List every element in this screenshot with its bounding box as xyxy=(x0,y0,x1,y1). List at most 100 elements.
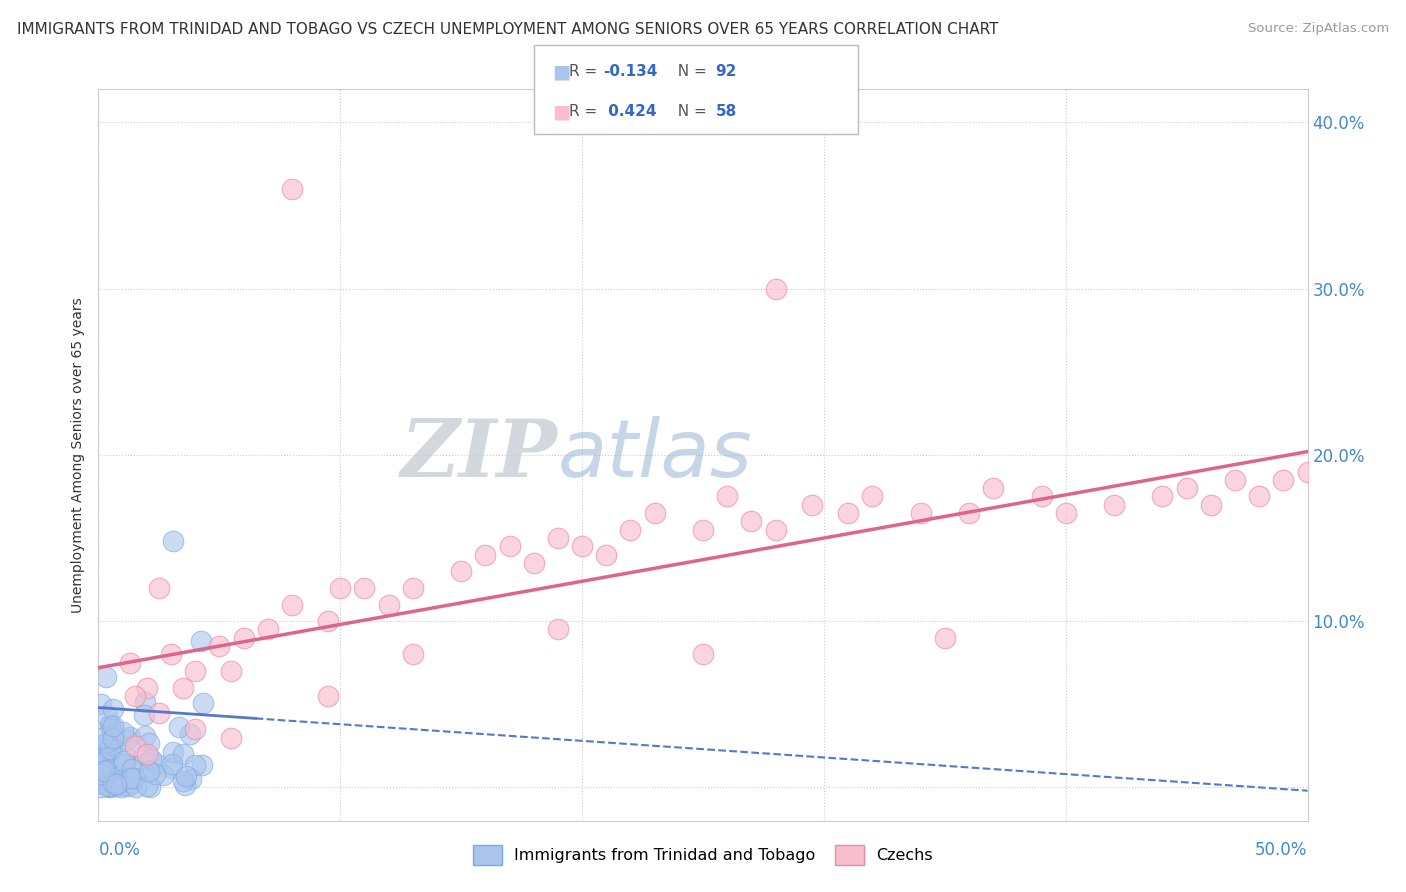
Point xyxy=(143,767,166,781)
Point xyxy=(93,752,115,766)
Point xyxy=(101,778,124,792)
Point xyxy=(716,490,738,504)
Text: ■: ■ xyxy=(553,103,571,121)
Point xyxy=(136,780,159,794)
Point xyxy=(172,774,194,789)
Text: Source: ZipAtlas.com: Source: ZipAtlas.com xyxy=(1249,22,1389,36)
Point xyxy=(316,614,339,628)
Point xyxy=(134,747,156,762)
Point xyxy=(139,780,162,794)
Point xyxy=(547,623,569,637)
Point xyxy=(110,767,132,781)
Point xyxy=(98,780,121,794)
Point xyxy=(90,697,112,711)
Text: ■: ■ xyxy=(553,62,571,81)
Point xyxy=(124,689,146,703)
Point xyxy=(112,754,135,768)
Point xyxy=(118,656,141,670)
Point xyxy=(100,722,122,736)
Point xyxy=(110,780,132,794)
Point xyxy=(98,718,121,732)
Point xyxy=(117,779,139,793)
Point xyxy=(765,523,787,537)
Point xyxy=(90,776,112,790)
Point xyxy=(97,775,120,789)
Text: 50.0%: 50.0% xyxy=(1256,840,1308,859)
Point xyxy=(571,539,593,553)
Text: ZIP: ZIP xyxy=(401,417,558,493)
Point xyxy=(108,776,131,790)
Point xyxy=(547,531,569,545)
Point xyxy=(141,752,163,766)
Point xyxy=(837,506,859,520)
Point xyxy=(125,780,148,794)
Point xyxy=(138,736,160,750)
Point xyxy=(124,739,146,753)
Point xyxy=(184,758,207,772)
Point xyxy=(148,706,170,720)
Text: 58: 58 xyxy=(716,104,737,120)
Point xyxy=(148,581,170,595)
Point xyxy=(98,780,121,794)
Point xyxy=(179,727,201,741)
Point xyxy=(101,731,124,745)
Point xyxy=(1249,490,1271,504)
Point xyxy=(981,481,1004,495)
Point xyxy=(402,581,425,595)
Point xyxy=(1152,490,1174,504)
Point xyxy=(208,639,231,653)
Point xyxy=(193,696,215,710)
Text: -0.134: -0.134 xyxy=(603,64,658,79)
Point xyxy=(162,745,184,759)
Point xyxy=(139,764,162,778)
Point xyxy=(96,780,118,794)
Point xyxy=(103,719,125,733)
Point xyxy=(172,681,194,695)
Point xyxy=(180,772,202,786)
Point xyxy=(1296,465,1319,479)
Point xyxy=(103,732,125,747)
Point xyxy=(122,771,145,785)
Point xyxy=(134,695,156,709)
Point xyxy=(167,720,190,734)
Point xyxy=(377,598,399,612)
Point xyxy=(172,747,194,761)
Point xyxy=(115,732,138,747)
Point xyxy=(94,670,117,684)
Point xyxy=(90,780,112,794)
Text: 0.424: 0.424 xyxy=(603,104,657,120)
Text: R =: R = xyxy=(569,104,603,120)
Point xyxy=(90,775,112,789)
Point xyxy=(101,775,124,789)
Point xyxy=(104,771,127,785)
Point xyxy=(1175,481,1198,495)
Point xyxy=(107,771,129,785)
Point xyxy=(1054,506,1077,520)
Point xyxy=(281,182,304,196)
Point xyxy=(232,631,254,645)
Point xyxy=(121,776,143,790)
Point xyxy=(96,708,118,723)
Point xyxy=(90,762,112,776)
Point xyxy=(329,581,352,595)
Point xyxy=(765,282,787,296)
Point xyxy=(221,731,243,745)
Point xyxy=(474,548,496,562)
Point xyxy=(93,764,115,778)
Point xyxy=(619,523,641,537)
Point xyxy=(90,767,112,781)
Point xyxy=(740,515,762,529)
Text: R =: R = xyxy=(569,64,603,79)
Text: IMMIGRANTS FROM TRINIDAD AND TOBAGO VS CZECH UNEMPLOYMENT AMONG SENIORS OVER 65 : IMMIGRANTS FROM TRINIDAD AND TOBAGO VS C… xyxy=(17,22,998,37)
Point xyxy=(108,773,131,788)
Point xyxy=(138,764,160,779)
Point xyxy=(191,758,214,772)
Point xyxy=(800,498,823,512)
Point xyxy=(114,756,136,771)
Point xyxy=(91,738,114,752)
Point xyxy=(91,731,114,745)
Point xyxy=(101,702,124,716)
Y-axis label: Unemployment Among Seniors over 65 years: Unemployment Among Seniors over 65 years xyxy=(72,297,86,613)
Point xyxy=(316,689,339,703)
Point xyxy=(1102,498,1125,512)
